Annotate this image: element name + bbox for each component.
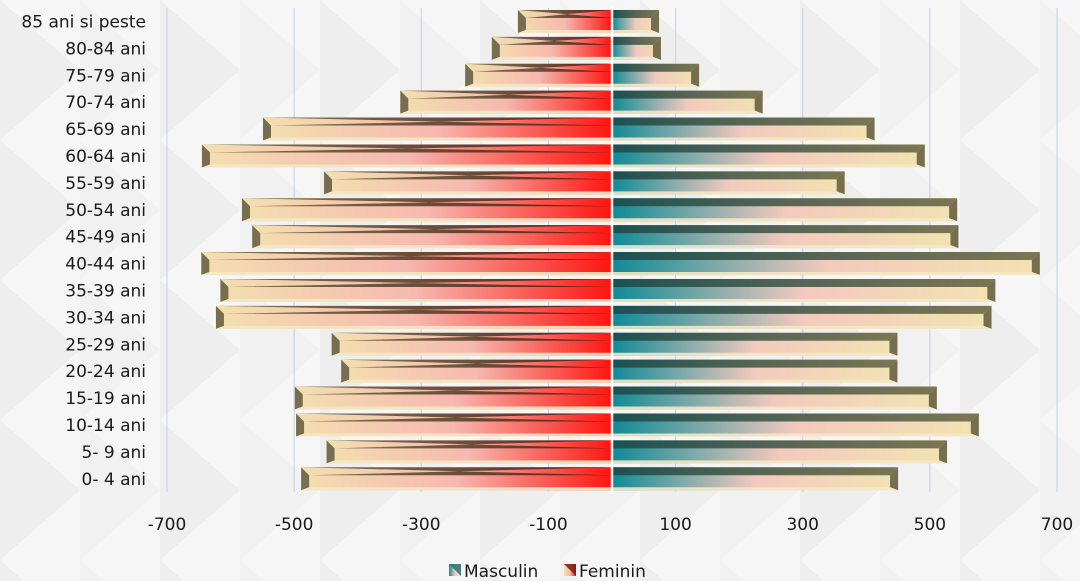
category-label: 70-74 ani: [65, 93, 146, 113]
category-label: 80-84 ani: [65, 39, 146, 59]
bar-feminin: [301, 467, 612, 491]
category-label: 50-54 ani: [65, 201, 146, 221]
bar-feminin: [326, 440, 612, 464]
bar-feminin: [465, 63, 612, 87]
x-tick-label: 500: [914, 515, 946, 535]
category-label: 25-29 ani: [65, 335, 146, 355]
x-tick-label: -700: [148, 515, 187, 535]
bars: [201, 6, 1040, 494]
category-label: 0- 4 ani: [82, 470, 147, 490]
x-tick-label: -100: [529, 515, 568, 535]
bar-feminin: [201, 252, 613, 276]
category-label: 65-69 ani: [65, 120, 146, 140]
x-tick-label: 100: [659, 515, 691, 535]
bar-feminin: [252, 225, 612, 249]
category-label: 35-39 ani: [65, 281, 146, 301]
bar-masculin: [612, 440, 948, 464]
bar-masculin: [612, 305, 992, 329]
bar-feminin: [341, 359, 612, 383]
bar-masculin: [612, 413, 979, 437]
category-label: 75-79 ani: [65, 66, 146, 86]
legend-label-masculin: Masculin: [464, 562, 538, 581]
bar-feminin: [215, 305, 612, 329]
category-labels: 0- 4 ani 5- 9 ani 10-14 ani 15-19 ani 20-24 …: [21, 12, 146, 489]
category-label: 85 ani si peste: [21, 12, 146, 32]
category-label: 10-14 ani: [65, 416, 146, 436]
bar-masculin: [612, 359, 898, 383]
bar-masculin: [612, 225, 959, 249]
x-tick-label: -500: [275, 515, 314, 535]
category-label: 5- 9 ani: [82, 443, 147, 463]
category-label: 45-49 ani: [65, 228, 146, 248]
x-tick-labels: -700 -500 -300 -100 100 300 500 700: [148, 515, 1074, 535]
bar-feminin: [324, 171, 612, 195]
bar-feminin: [331, 332, 612, 356]
bar-feminin: [220, 278, 612, 302]
bar-masculin: [612, 278, 996, 302]
bar-masculin: [612, 198, 958, 222]
category-label: 15-19 ani: [65, 389, 146, 409]
bar-masculin: [612, 63, 700, 87]
bar-feminin: [400, 90, 612, 114]
legend-swatch-masculin: [449, 564, 461, 576]
x-tick-label: 300: [786, 515, 818, 535]
bar-feminin: [517, 9, 612, 33]
legend-swatch-feminin: [564, 564, 576, 576]
bar-masculin: [612, 386, 937, 410]
bar-masculin: [612, 171, 845, 195]
bar-masculin: [612, 252, 1040, 276]
bar-feminin: [201, 144, 612, 168]
bar-masculin: [612, 117, 875, 141]
bar-masculin: [612, 9, 660, 33]
x-tick-label: -300: [402, 515, 441, 535]
bar-masculin: [612, 144, 925, 168]
bar-feminin: [294, 386, 612, 410]
bar-feminin: [262, 117, 612, 141]
category-label: 60-64 ani: [65, 147, 146, 167]
legend-label-feminin: Feminin: [579, 562, 646, 581]
bar-feminin: [242, 198, 612, 222]
x-tick-label: 700: [1041, 515, 1073, 535]
bar-feminin: [491, 36, 612, 60]
gridlines: [166, 8, 1058, 492]
bar-masculin: [612, 467, 899, 491]
bar-masculin: [612, 332, 898, 356]
bar-masculin: [612, 36, 661, 60]
category-label: 55-59 ani: [65, 174, 146, 194]
bar-feminin: [296, 413, 612, 437]
bar-masculin: [612, 90, 763, 114]
category-label: 30-34 ani: [65, 308, 146, 328]
legend: Masculin Feminin: [449, 562, 646, 581]
category-label: 40-44 ani: [65, 255, 146, 275]
category-label: 20-24 ani: [65, 362, 146, 382]
